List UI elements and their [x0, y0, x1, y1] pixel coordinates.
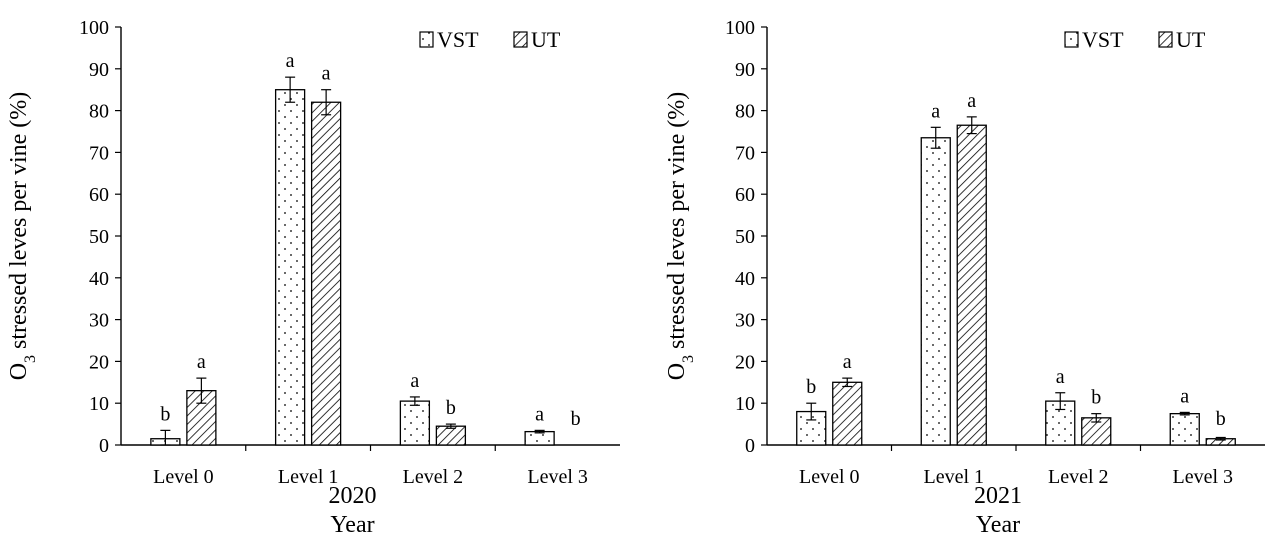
- significance-letter: a: [286, 50, 295, 72]
- x-tick-label: Level 0: [799, 466, 860, 488]
- significance-letter: a: [1180, 385, 1189, 407]
- significance-letter: b: [1216, 408, 1226, 430]
- y-tick-label: 70: [89, 142, 109, 164]
- y-tick-label: 100: [725, 17, 755, 39]
- bar-ut-level-1: [956, 124, 987, 446]
- significance-letter: a: [1056, 366, 1065, 388]
- y-axis-title-prefix: O: [6, 363, 32, 380]
- significance-letter: b: [160, 403, 170, 425]
- y-tick-label: 100: [79, 17, 109, 39]
- y-tick-label: 70: [735, 142, 755, 164]
- legend-swatch-vst: [419, 31, 434, 48]
- y-tick-label: 50: [89, 226, 109, 248]
- y-tick-label: 60: [735, 184, 755, 206]
- x-tick-label: Level 3: [527, 466, 588, 488]
- x-tick-label: Level 2: [403, 466, 464, 488]
- chart-panel-2020: 0 10 20 30 40 50 60 70 80 90 100 Level 0 b a Level 1 a a…: [6, 17, 620, 538]
- bar-vst-level-2: [399, 400, 431, 446]
- x-tick-label: Level 0: [153, 466, 214, 488]
- legend: VST UT: [419, 27, 561, 52]
- panel-year-label: 2021: [974, 483, 1022, 509]
- y-axis-title-subscript: 3: [22, 355, 39, 363]
- y-axis-title-rest: stressed leves per vine (%): [6, 92, 32, 355]
- y-tick-label: 0: [745, 435, 755, 457]
- significance-letter: a: [931, 100, 940, 122]
- significance-letter: a: [410, 370, 419, 392]
- bar-vst-level-3: [524, 430, 555, 446]
- x-tick-label: Level 3: [1172, 466, 1233, 488]
- significance-letter: b: [806, 376, 816, 398]
- x-tick-label: Level 1: [278, 466, 339, 488]
- significance-letter: a: [535, 403, 544, 425]
- y-axis-title: O3 stressed leves per vine (%): [6, 92, 39, 381]
- y-axis-title-subscript: 3: [680, 355, 697, 363]
- y-tick-label: 40: [735, 268, 755, 290]
- y-tick-label: 50: [735, 226, 755, 248]
- y-tick-label: 10: [89, 393, 109, 415]
- legend: VST UT: [1064, 27, 1206, 52]
- bar-vst-level-1: [920, 137, 951, 446]
- significance-letter: a: [967, 90, 976, 112]
- legend-label-vst: VST: [437, 27, 479, 52]
- y-axis-title: O3 stressed leves per vine (%): [664, 92, 697, 381]
- legend-label-vst: VST: [1082, 27, 1124, 52]
- x-tick-label: Level 1: [923, 466, 984, 488]
- legend-label-ut: UT: [531, 27, 561, 52]
- y-tick-label: 80: [735, 101, 755, 123]
- significance-letter: a: [197, 351, 206, 373]
- y-tick-label: 0: [99, 435, 109, 457]
- y-tick-label: 60: [89, 184, 109, 206]
- y-tick-label: 20: [89, 351, 109, 373]
- significance-letter: a: [322, 63, 331, 85]
- bar-ut-level-1: [310, 101, 342, 446]
- bar-vst-level-1: [274, 89, 306, 446]
- legend-swatch-ut: [1158, 31, 1173, 48]
- legend-swatch-vst: [1064, 31, 1079, 48]
- chart-panel-2021: 0 10 20 30 40 50 60 70 80 90 100 Level 0 b a Level 1 a a…: [664, 17, 1265, 538]
- y-tick-label: 30: [89, 310, 109, 332]
- y-axis-title-prefix: O: [664, 363, 690, 380]
- x-tick-label: Level 2: [1048, 466, 1109, 488]
- significance-letter: b: [1091, 387, 1101, 409]
- significance-letter: b: [571, 408, 581, 430]
- y-tick-label: 10: [735, 393, 755, 415]
- bar-ut-level-2: [435, 425, 467, 446]
- y-tick-label: 40: [89, 268, 109, 290]
- y-axis-title-rest: stressed leves per vine (%): [664, 92, 690, 355]
- bar-vst-level-3: [1169, 412, 1200, 446]
- x-axis-title: Year: [330, 512, 374, 538]
- y-tick-label: 90: [735, 59, 755, 81]
- legend-swatch-ut: [513, 31, 528, 48]
- significance-letter: a: [843, 351, 852, 373]
- panel-year-label: 2020: [329, 483, 377, 509]
- legend-label-ut: UT: [1176, 27, 1206, 52]
- bar-ut-level-0: [832, 381, 863, 446]
- x-axis-title: Year: [976, 512, 1020, 538]
- significance-letter: b: [446, 397, 456, 419]
- y-tick-label: 20: [735, 351, 755, 373]
- y-tick-label: 30: [735, 310, 755, 332]
- y-tick-label: 90: [89, 59, 109, 81]
- y-tick-label: 80: [89, 101, 109, 123]
